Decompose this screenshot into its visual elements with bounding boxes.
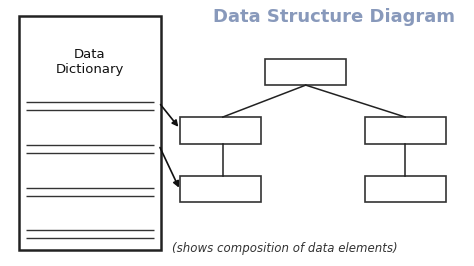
Bar <box>19 16 161 250</box>
Bar <box>365 176 446 202</box>
Bar <box>365 117 446 144</box>
Bar <box>265 59 346 85</box>
Text: Data
Dictionary: Data Dictionary <box>56 48 124 76</box>
Bar <box>180 176 261 202</box>
Bar <box>180 117 261 144</box>
Text: Data Structure Diagram: Data Structure Diagram <box>213 8 455 26</box>
Text: (shows composition of data elements): (shows composition of data elements) <box>172 242 397 255</box>
